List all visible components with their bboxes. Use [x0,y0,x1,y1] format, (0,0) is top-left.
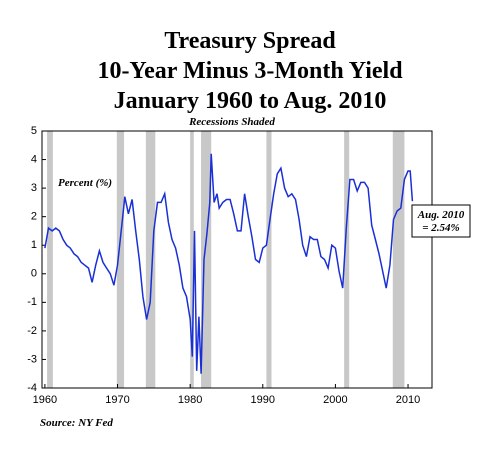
y-tick-label: 4 [31,153,37,165]
plot-area: -4 -3 -2 -1 0 1 2 3 4 5 1960 1970 1980 1990 2000 2010 [27,125,433,406]
y-axis-label: Percent (%) [58,177,112,189]
y-tick-label: 0 [31,268,37,280]
x-tick-label: 2000 [323,394,347,406]
annotation: = 2.54% [422,222,459,234]
chart-title: January 1960 to Aug. 2010 [114,88,387,114]
recession-band [344,131,350,388]
recession-band [266,131,272,388]
x-tick-label: 1970 [105,394,129,406]
source: Source: NY Fed [40,417,113,429]
annotation-box [411,204,471,238]
y-tick-label: 2 [31,211,37,223]
y-tick-label: 5 [31,125,37,137]
x-tick-label: 1990 [251,394,275,406]
chart-title: Treasury Spread [164,28,336,54]
x-tick-label: 1960 [33,394,57,406]
plot-frame [41,130,433,389]
recession-band [392,131,405,388]
subtitle: Recessions Shaded [188,116,275,128]
y-tick-label: 1 [31,239,37,251]
recession-band [145,131,156,388]
x-tick-label: 1980 [178,394,202,406]
recession-band [47,131,53,388]
y-tick-label: -2 [27,325,37,337]
y-tick-label: -4 [27,382,37,394]
recession-band [190,131,194,388]
y-tick-label: -3 [27,353,37,365]
recession-band [116,131,125,388]
y-tick-label: -1 [27,296,37,308]
annotation: Aug. 2010 [417,209,465,221]
recession-band [201,131,212,388]
x-tick-label: 2010 [396,394,420,406]
line-series [44,153,414,374]
y-tick-label: 3 [31,182,37,194]
chart-title: 10-Year Minus 3-Month Yield [97,58,403,84]
